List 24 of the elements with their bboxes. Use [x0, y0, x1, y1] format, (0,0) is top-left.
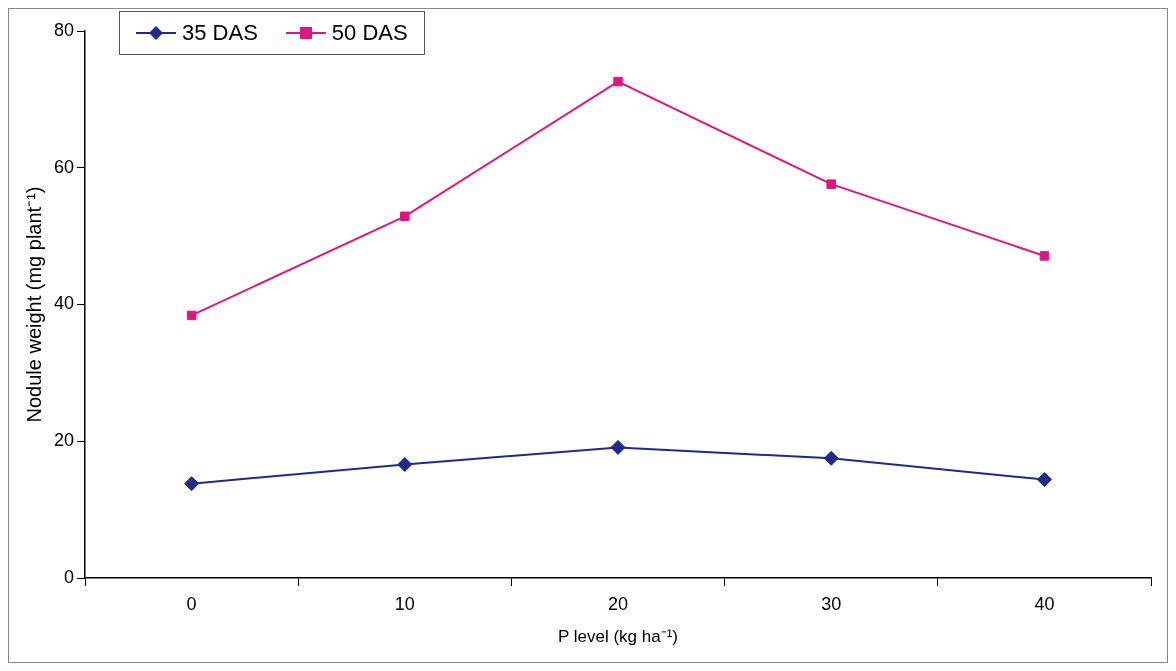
legend-label: 35 DAS	[182, 20, 258, 46]
x-tick-label: 30	[821, 593, 842, 614]
x-axis-title: P level (kg ha⁻¹)	[558, 627, 679, 647]
point	[610, 439, 626, 455]
point	[400, 211, 410, 222]
x-tick-label: 40	[1034, 593, 1055, 614]
x-tick-label: 10	[394, 593, 415, 614]
y-tick-label: 0	[64, 566, 75, 587]
y-axis-title: Nodule weight (mg plant⁻¹)	[22, 186, 45, 423]
x-tick-label: 0	[186, 593, 197, 614]
point	[823, 450, 839, 466]
point	[184, 476, 200, 492]
y-tick-label: 80	[53, 19, 75, 40]
y-tick-label: 40	[53, 293, 75, 314]
y-tick-label: 60	[53, 156, 75, 177]
point	[826, 179, 836, 189]
point	[1039, 251, 1050, 261]
point	[397, 457, 413, 472]
point	[1036, 472, 1052, 488]
x-tick-label: 20	[608, 593, 629, 614]
point	[613, 76, 623, 87]
y-tick-label: 20	[53, 430, 75, 451]
point	[186, 310, 197, 321]
legend-label: 50 DAS	[331, 20, 408, 46]
